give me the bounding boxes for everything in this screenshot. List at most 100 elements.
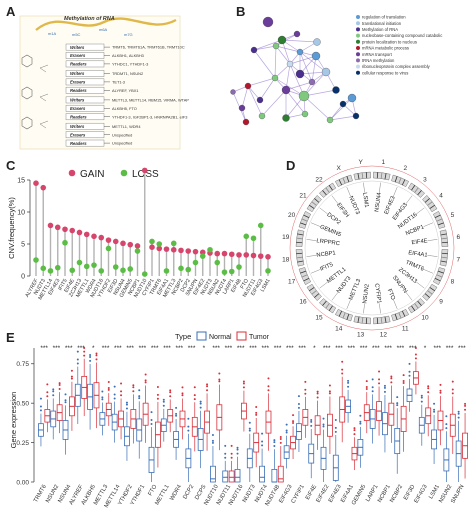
box-outlier: [396, 396, 399, 399]
gene-tick: [319, 207, 328, 215]
box-outlier: [193, 386, 196, 389]
chromosome-stripe: [437, 270, 444, 274]
chromosome-label: 10: [421, 314, 429, 321]
box-outlier: [427, 385, 430, 388]
box-outlier: [420, 396, 423, 399]
box-outlier: [378, 382, 381, 385]
network-legend-dot: [356, 39, 360, 44]
box-outlier: [457, 412, 460, 415]
gain-point: [199, 249, 206, 256]
gain-point: [47, 222, 54, 229]
box-outlier: [248, 427, 251, 430]
gene-tick: [423, 222, 434, 227]
box-outlier: [371, 378, 374, 381]
chromosome-label: 8: [451, 279, 455, 286]
box-outlier: [224, 444, 227, 447]
network-node: [347, 93, 357, 103]
box-outlier: [279, 437, 282, 440]
box-outlier: [292, 414, 295, 417]
structure-bond: [39, 93, 49, 102]
gene-label: FTO: [386, 288, 396, 301]
chromosome-stripe: [314, 293, 320, 298]
gene-tick: [306, 255, 317, 257]
box-outlier: [211, 434, 214, 437]
chromosome-stripe: [436, 274, 443, 278]
gene-tick: [423, 269, 434, 274]
e-y-tick-label: 0.50: [16, 400, 29, 407]
gain-point: [105, 237, 112, 243]
gain-point: [243, 252, 250, 258]
significance-mark: ***: [188, 345, 196, 352]
box-outlier: [242, 382, 245, 385]
box-outlier: [125, 407, 128, 410]
role-label: Writers: [70, 45, 85, 50]
gain-point: [98, 234, 105, 241]
box-outlier: [169, 391, 172, 394]
box-outlier: [414, 357, 417, 360]
panel-letter-b: B: [236, 4, 246, 19]
network-node: [293, 30, 301, 38]
significance-mark: ***: [372, 345, 380, 352]
gain-point: [214, 250, 221, 257]
network-edge: [299, 55, 317, 75]
loss-point: [91, 262, 97, 268]
gene-list: ALYREF, YBX1: [112, 88, 138, 93]
box-outlier: [310, 420, 313, 423]
box-outlier: [193, 394, 196, 397]
significance-mark: ***: [384, 345, 392, 352]
box-outlier: [39, 397, 42, 400]
box-body: [228, 470, 235, 483]
gene-list: METTL3, METTL14, RBM15, VIRMA, WTAP: [112, 98, 189, 103]
box-outlier: [83, 350, 86, 353]
chromosome-stripe: [434, 214, 441, 219]
box-outlier: [408, 370, 411, 373]
network-legend-label: ribonucleoprotein complex assembly: [362, 64, 431, 69]
box-outlier: [236, 452, 239, 455]
box-outlier: [414, 353, 417, 356]
gain-point: [112, 238, 119, 245]
box-outlier: [341, 368, 344, 371]
box-outlier: [341, 360, 344, 363]
gene-tick: [405, 195, 413, 204]
loss-point: [243, 233, 250, 240]
chromosome-stripe: [414, 303, 419, 309]
box-outlier: [464, 404, 467, 407]
gene-list: Unspecified: [112, 141, 132, 146]
box-outlier: [439, 389, 442, 392]
box-outlier: [236, 446, 239, 449]
gene-list: YTHDF1-3, IGF2BP1-3, HNRNPA2B1, eIF3: [112, 114, 187, 119]
gene-label: NSUN2: [362, 284, 371, 304]
box-outlier: [292, 420, 295, 423]
network-legend-label: mRNA metabolic process: [362, 46, 409, 51]
box-outlier: [322, 423, 325, 426]
box-body: [271, 468, 278, 483]
network-legend-dot: [356, 64, 360, 69]
box-outlier: [285, 431, 288, 434]
box-outlier: [420, 394, 423, 397]
network-edge: [329, 115, 357, 121]
chromosome-label: 4: [439, 192, 443, 199]
gain-point: [33, 180, 39, 186]
chromosome-label: 12: [380, 332, 388, 339]
box-outlier: [390, 381, 393, 384]
box-body: [234, 468, 241, 483]
network-node: [238, 104, 246, 112]
role-label: Writers: [70, 71, 85, 76]
significance-mark: ***: [446, 345, 454, 352]
gene-tick: [331, 195, 339, 204]
network-edge: [311, 55, 317, 83]
network-edge: [303, 89, 337, 97]
chromosome-stripe: [338, 179, 343, 186]
gain-point: [192, 248, 199, 255]
circos-inner-line: [304, 180, 440, 316]
chromosome-stripe: [328, 185, 333, 191]
chromosome-stripe: [414, 187, 419, 193]
network-node: [313, 38, 321, 46]
box-outlier: [347, 385, 350, 388]
gene-tick: [363, 303, 365, 314]
network-node: [301, 110, 309, 118]
box-outlier: [199, 402, 202, 405]
box-outlier: [365, 380, 368, 383]
